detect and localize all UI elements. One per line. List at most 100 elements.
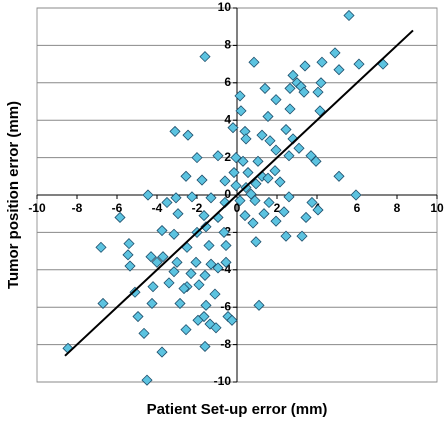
point bbox=[141, 374, 153, 386]
point bbox=[169, 125, 181, 137]
point bbox=[124, 260, 136, 272]
point bbox=[218, 226, 230, 238]
point bbox=[315, 77, 327, 89]
x-tick-label: -6 bbox=[112, 201, 123, 215]
point bbox=[212, 262, 224, 274]
x-tick-label: -4 bbox=[152, 201, 163, 215]
point bbox=[157, 251, 169, 263]
point bbox=[123, 238, 135, 250]
point bbox=[280, 123, 292, 136]
x-axis-title: Patient Set-up error (mm) bbox=[147, 401, 328, 418]
y-tick-label: -6 bbox=[220, 299, 231, 313]
point bbox=[269, 165, 281, 177]
point bbox=[129, 286, 141, 298]
point bbox=[242, 166, 254, 179]
point bbox=[306, 196, 318, 209]
point bbox=[156, 346, 168, 358]
point bbox=[312, 86, 324, 98]
point bbox=[220, 239, 232, 252]
point bbox=[235, 105, 247, 117]
point bbox=[168, 228, 180, 240]
point bbox=[310, 155, 322, 167]
point bbox=[145, 251, 157, 263]
point bbox=[190, 256, 202, 268]
point bbox=[151, 256, 163, 268]
point bbox=[263, 196, 275, 209]
point bbox=[299, 60, 311, 72]
point bbox=[234, 195, 246, 207]
point bbox=[122, 249, 134, 261]
point bbox=[171, 256, 183, 268]
point bbox=[192, 314, 204, 326]
point bbox=[138, 327, 150, 339]
point bbox=[220, 256, 232, 268]
point bbox=[256, 129, 268, 141]
point bbox=[298, 86, 310, 98]
point bbox=[329, 47, 341, 59]
point bbox=[193, 279, 205, 291]
point bbox=[239, 210, 251, 222]
point bbox=[219, 175, 231, 187]
point bbox=[270, 94, 282, 106]
y-tick-label: -10 bbox=[214, 374, 232, 388]
point bbox=[156, 224, 168, 237]
y-tick-label: -4 bbox=[220, 262, 231, 276]
point bbox=[174, 297, 186, 310]
point bbox=[97, 297, 109, 310]
point bbox=[209, 288, 221, 300]
point bbox=[230, 152, 242, 164]
reference-line bbox=[64, 29, 414, 357]
point bbox=[240, 133, 252, 145]
point bbox=[237, 155, 249, 167]
point bbox=[234, 90, 246, 102]
point bbox=[249, 195, 261, 207]
x-tick-label: -10 bbox=[28, 201, 46, 215]
point bbox=[146, 297, 158, 310]
y-tick-label: 10 bbox=[218, 0, 232, 14]
y-tick-label: 6 bbox=[224, 75, 231, 89]
point bbox=[205, 258, 217, 270]
point bbox=[248, 56, 260, 68]
point bbox=[270, 144, 282, 156]
point bbox=[186, 191, 198, 203]
point bbox=[274, 176, 286, 188]
point bbox=[210, 322, 222, 334]
x-tick-label: -8 bbox=[72, 201, 83, 215]
point bbox=[284, 103, 296, 115]
point bbox=[250, 178, 262, 190]
point bbox=[200, 299, 212, 311]
point bbox=[312, 204, 324, 216]
y-tick-label: 4 bbox=[224, 112, 231, 126]
point bbox=[259, 82, 271, 94]
point bbox=[250, 236, 262, 248]
point bbox=[300, 211, 312, 224]
point bbox=[147, 281, 159, 293]
point bbox=[180, 170, 192, 182]
point bbox=[226, 314, 238, 326]
point bbox=[199, 51, 211, 63]
point bbox=[196, 174, 208, 186]
point bbox=[227, 122, 239, 134]
point bbox=[199, 269, 211, 281]
point bbox=[182, 129, 194, 141]
point bbox=[252, 155, 264, 167]
point bbox=[198, 210, 210, 222]
point bbox=[283, 191, 295, 203]
point bbox=[262, 110, 274, 123]
y-tick-label: 0 bbox=[224, 187, 231, 201]
point bbox=[333, 64, 345, 76]
point bbox=[168, 266, 180, 278]
point bbox=[142, 189, 154, 201]
point bbox=[170, 192, 182, 204]
point bbox=[185, 267, 197, 280]
point bbox=[253, 299, 265, 311]
point bbox=[191, 152, 203, 164]
point bbox=[95, 241, 107, 253]
point bbox=[314, 105, 326, 117]
x-tick-label: 6 bbox=[354, 201, 361, 215]
point bbox=[203, 239, 215, 252]
point bbox=[258, 208, 270, 220]
point bbox=[264, 135, 276, 147]
